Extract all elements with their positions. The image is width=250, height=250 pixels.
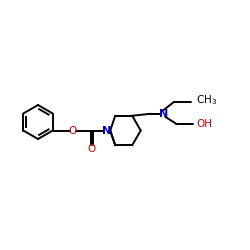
Text: N: N	[102, 126, 111, 136]
Text: OH: OH	[196, 119, 212, 129]
Text: O: O	[68, 126, 77, 136]
Text: O: O	[88, 144, 96, 154]
Text: N: N	[158, 109, 168, 119]
Text: CH$_3$: CH$_3$	[196, 93, 218, 107]
